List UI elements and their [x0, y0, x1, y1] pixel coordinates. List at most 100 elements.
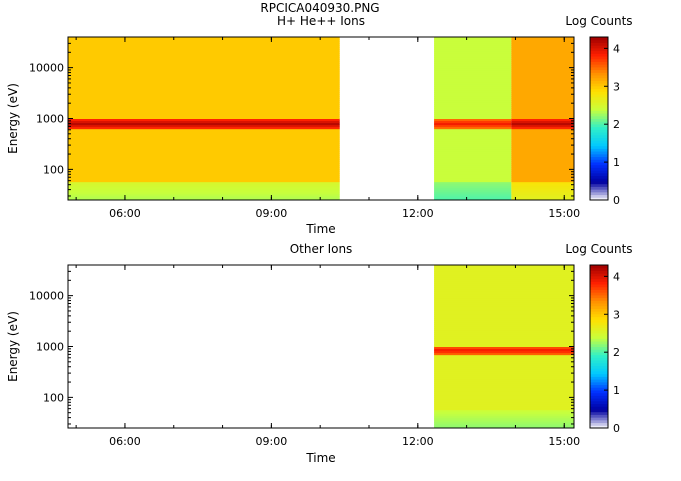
spectrogram-cell	[434, 281, 574, 284]
spectrogram-cell	[511, 126, 574, 130]
spectrogram-cell	[68, 108, 340, 111]
spectrogram-cell	[511, 112, 574, 115]
spectrogram-cell	[434, 342, 574, 345]
spectrogram-cell	[68, 65, 340, 69]
spectrogram-cell	[434, 387, 574, 390]
spectrogram-cell	[434, 336, 574, 339]
spectrogram-cell	[434, 315, 574, 319]
spectrogram-cell	[434, 397, 574, 400]
panel-h-he-ions: 06:00 09:00 12:00 15:00 100 1000 10000 H+ He++ …	[6, 14, 633, 236]
colorbar-segment	[590, 118, 608, 122]
panel-title: Other Ions	[290, 242, 353, 256]
spectrogram-cell	[434, 293, 574, 297]
spectrogram-cell	[511, 118, 574, 122]
spectrogram-cell	[68, 134, 340, 138]
colorbar-segment	[590, 104, 608, 109]
spectrogram-cell	[434, 67, 512, 71]
spectrogram-cell	[68, 61, 340, 64]
spectrogram-cell	[434, 344, 574, 347]
spectrogram-cell	[511, 161, 574, 164]
spectrogram-cell	[68, 89, 340, 93]
spectrogram-cell	[511, 124, 574, 128]
spectrogram-cell	[511, 195, 574, 199]
colorbar-label: Log Counts	[565, 14, 632, 28]
spectrogram-cell	[434, 142, 512, 146]
spectrogram-cell	[68, 63, 340, 67]
colorbar-segment	[590, 72, 608, 76]
colorbar-segment	[590, 270, 608, 274]
colorbar-segment	[590, 99, 608, 103]
spectrogram-cell	[434, 181, 512, 185]
spectrogram-cell	[434, 187, 512, 191]
spectrogram-cell	[434, 136, 512, 140]
spectrogram-cell	[434, 364, 574, 368]
spectrogram-cell	[68, 138, 340, 142]
colorbar-segment	[590, 134, 608, 139]
spectrogram-cell	[434, 269, 574, 272]
colorbar-segment	[590, 61, 608, 65]
colorbar-segment	[590, 332, 608, 337]
colorbar-segment	[590, 191, 608, 196]
colorbar-segment	[590, 39, 608, 43]
spectrogram-cell	[68, 175, 340, 179]
spectrogram-cell	[68, 167, 340, 170]
spectrogram-cell	[434, 277, 574, 280]
colorbar-segment	[590, 88, 608, 92]
colorbar-frame	[589, 264, 609, 429]
spectrogram-cell	[511, 187, 574, 191]
spectrogram-cell	[511, 140, 574, 144]
colorbar-segment	[590, 58, 608, 62]
colorbar-segment	[590, 126, 608, 130]
spectrogram-cell	[434, 124, 512, 128]
colorbar-segment	[590, 80, 608, 84]
spectrogram-cell	[511, 106, 574, 109]
colorbar-tick-label: 2	[613, 346, 620, 359]
spectrogram-cell	[434, 73, 512, 77]
spectrogram-cell	[511, 55, 574, 58]
spectrogram-cell	[68, 118, 340, 122]
spectrogram-cell	[68, 130, 340, 134]
colorbar: 0 1 2 3 4 Log Counts	[565, 242, 632, 435]
colorbar-segment	[590, 408, 608, 413]
x-tick-label: 12:00	[402, 435, 434, 448]
spectrogram-cell	[434, 94, 512, 97]
spectrogram-cell	[511, 138, 574, 142]
spectrogram-cell	[434, 379, 574, 382]
spectrogram-cell	[68, 147, 340, 150]
spectrogram-cell	[434, 102, 512, 105]
colorbar-segment	[590, 419, 608, 424]
spectrogram-cell	[68, 79, 340, 83]
spectrogram-cell	[434, 106, 512, 109]
spectrogram-cell	[68, 94, 340, 97]
spectrogram-cell	[434, 41, 512, 44]
colorbar-segment	[590, 83, 608, 87]
spectrogram-cell	[68, 87, 340, 91]
x-tick-label: 15:00	[548, 207, 580, 220]
spectrogram-cell	[434, 350, 574, 354]
spectrogram-cell	[511, 43, 574, 46]
colorbar-segment	[590, 107, 608, 111]
colorbar-segment	[590, 189, 608, 193]
spectrogram-cell	[434, 51, 512, 54]
spectrogram-cell	[511, 149, 574, 152]
colorbar-segment	[590, 395, 608, 399]
colorbar-segment	[590, 278, 608, 282]
spectrogram-cell	[68, 85, 340, 89]
spectrogram-cell	[511, 144, 574, 148]
colorbar-segment	[590, 392, 608, 396]
spectrogram-cell	[434, 301, 574, 305]
spectrogram-cell	[434, 385, 574, 388]
spectrogram-cell	[434, 77, 512, 81]
colorbar-segment	[590, 56, 608, 60]
spectrogram-cell	[68, 49, 340, 52]
colorbar-segment	[590, 265, 608, 269]
spectrogram-cell	[511, 181, 574, 185]
colorbar-segment	[590, 281, 608, 285]
spectrogram-cell	[434, 171, 512, 175]
spectrogram-cell	[434, 193, 512, 197]
x-tick-label: 09:00	[256, 207, 288, 220]
spectrogram-cell	[511, 173, 574, 177]
spectrogram-cell	[68, 136, 340, 140]
spectrogram-cell	[434, 149, 512, 152]
colorbar-segment	[590, 175, 608, 179]
